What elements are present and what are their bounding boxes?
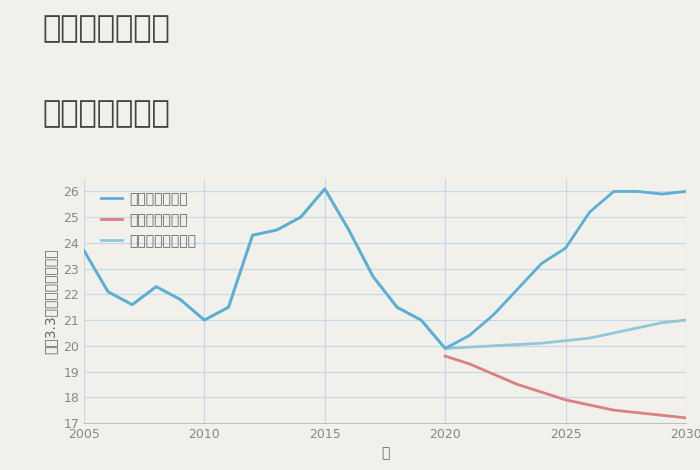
X-axis label: 年: 年 (381, 446, 389, 461)
Text: 土地の価格推移: 土地の価格推移 (42, 99, 169, 128)
Text: 奈良県天理市の: 奈良県天理市の (42, 14, 169, 43)
Y-axis label: 坪（3.3㎡）単価（万円）: 坪（3.3㎡）単価（万円） (43, 248, 57, 353)
Legend: グッドシナリオ, バッドシナリオ, ノーマルシナリオ: グッドシナリオ, バッドシナリオ, ノーマルシナリオ (97, 188, 200, 252)
